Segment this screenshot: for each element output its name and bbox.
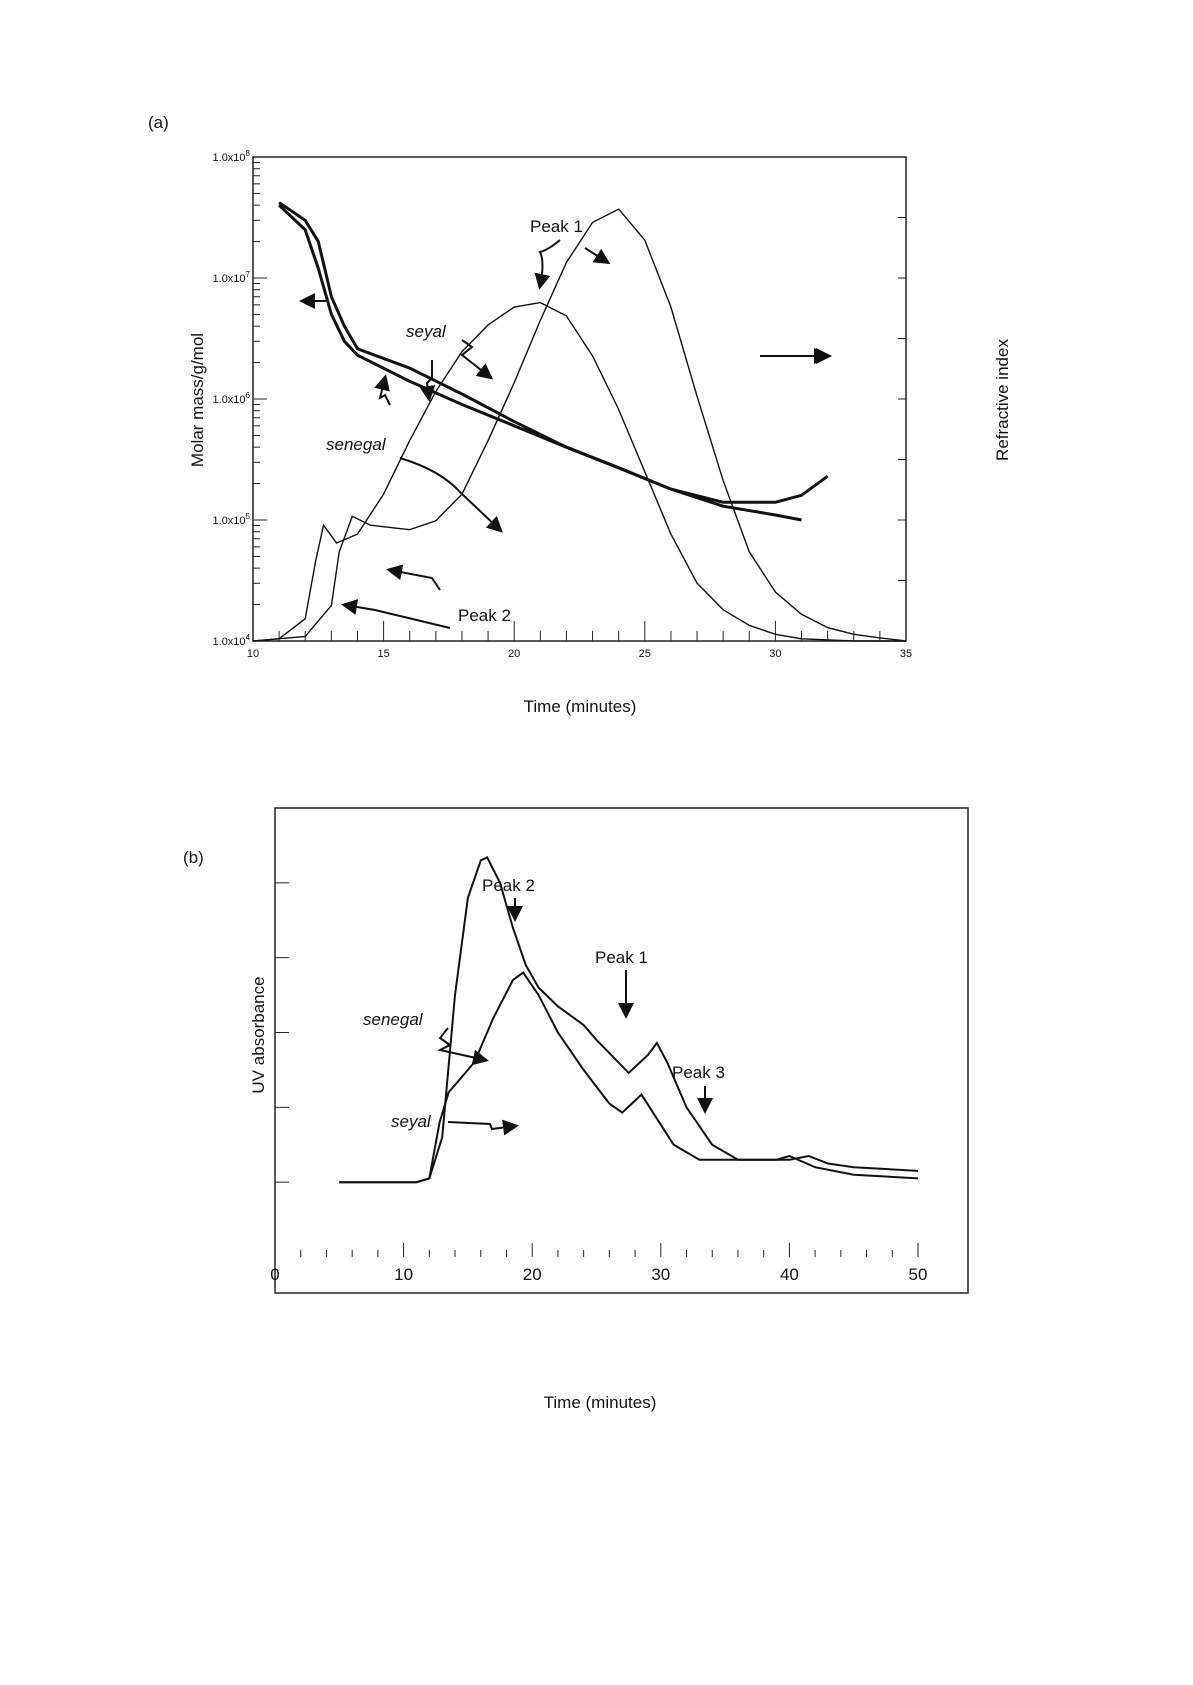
panel-b-label: (b) [183,848,204,867]
annot-a-peak2: Peak 2 [458,606,511,625]
plot-b-xlabel: Time (minutes) [544,1393,657,1412]
x-tick-label-a: 30 [769,648,781,660]
molar-mass-line-senegal [278,204,802,522]
y-tick-label-a: 1.0x107 [213,270,251,285]
x-tick-label-b: 30 [651,1265,670,1284]
plot-a-ylabel: Molar mass/g/mol [188,333,207,467]
x-tick-label-b: 40 [780,1265,799,1284]
annot-a-seyal: seyal [406,322,447,341]
uv-line-senegal [339,856,919,1184]
plot-a-y2label: Refractive index [993,339,1012,461]
x-tick-label-a: 15 [377,648,389,660]
plot-b-ylabel: UV absorbance [249,976,268,1093]
annot-b-peak1: Peak 1 [595,948,648,967]
annotation-arrows-b [437,898,713,1136]
annot-b-seyal: seyal [391,1112,432,1131]
annot-b-peak3: Peak 3 [672,1063,725,1082]
x-tick-label-b: 20 [523,1265,542,1284]
x-tick-label-a: 10 [247,648,259,660]
plot-a-xlabel: Time (minutes) [524,697,637,716]
x-tick-label-b: 10 [394,1265,413,1284]
x-tick-label-a: 20 [508,648,520,660]
molar-mass-line-seyal [278,201,829,504]
ri-line-senegal [252,301,906,642]
x-tick-label-a: 35 [900,648,912,660]
x-tick-label-b: 0 [270,1265,279,1284]
plot-b-frame [274,807,969,1294]
y-tick-label-a: 1.0x105 [213,512,251,527]
y-tick-label-a: 1.0x104 [213,633,251,648]
uv-line-seyal [339,971,919,1184]
y-tick-label-a: 1.0x108 [213,149,251,164]
annot-b-senegal: senegal [363,1010,424,1029]
annotation-arrows-a [299,239,832,629]
x-tick-label-b: 50 [909,1265,928,1284]
annot-a-peak1: Peak 1 [530,217,583,236]
annot-b-peak2: Peak 2 [482,876,535,895]
panel-a-label: (a) [148,113,169,132]
y-tick-label-a: 1.0x106 [213,391,251,406]
annot-a-senegal: senegal [326,435,387,454]
ri-line-seyal [252,208,907,642]
x-tick-label-a: 25 [639,648,651,660]
